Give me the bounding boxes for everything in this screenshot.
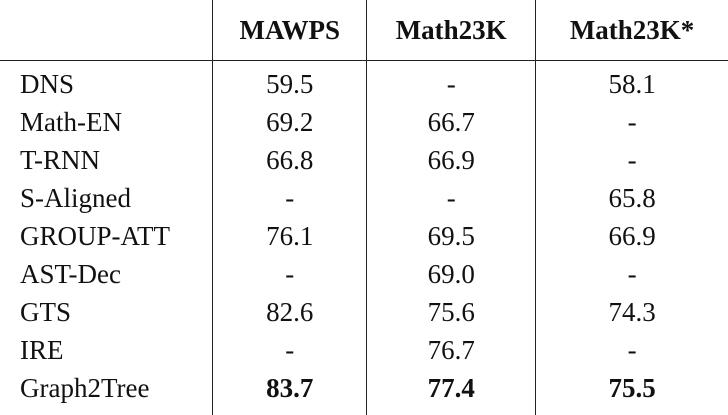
table-row: IRE -76.7- <box>0 331 728 369</box>
score-cell: - <box>366 60 536 103</box>
score-cell: - <box>535 255 728 293</box>
score-cell: 69.0 <box>366 255 536 293</box>
model-name-cell: GTS <box>20 297 72 327</box>
score-cell: - <box>535 331 728 369</box>
score-cell: - <box>212 179 367 217</box>
table-row: T-RNN 66.8 66.9- <box>0 141 728 179</box>
score-cell: 65.8 <box>535 179 728 217</box>
table-row: AST-Dec -69.0- <box>0 255 728 293</box>
score-cell: - <box>366 179 536 217</box>
model-name-cell: GROUP-ATT <box>20 221 171 251</box>
score-cell: - <box>535 103 728 141</box>
score-cell: 75.5 <box>535 369 728 415</box>
score-cell: 58.1 <box>535 60 728 103</box>
score-cell: - <box>212 255 367 293</box>
header-mawps: MAWPS <box>212 0 367 61</box>
model-name-cell: Math-EN <box>20 107 122 137</box>
header-model <box>0 0 213 61</box>
score-cell: 66.9 <box>535 217 728 255</box>
score-cell: 66.9 <box>366 141 536 179</box>
score-cell: - <box>535 141 728 179</box>
header-math23k-star: Math23K* <box>535 0 728 61</box>
score-cell: 77.4 <box>366 369 536 415</box>
score-cell: 82.6 <box>212 293 367 331</box>
score-cell: 75.6 <box>366 293 536 331</box>
score-cell: 74.3 <box>535 293 728 331</box>
score-cell: 69.5 <box>366 217 536 255</box>
model-name-cell: T-RNN <box>20 145 101 175</box>
header-row: MAWPS Math23K Math23K* <box>0 0 728 61</box>
score-cell: 69.2 <box>212 103 367 141</box>
model-name-cell: AST-Dec <box>20 259 121 289</box>
score-cell: 76.7 <box>366 331 536 369</box>
score-cell: 83.7 <box>212 369 367 415</box>
model-name-cell: S-Aligned <box>20 183 131 213</box>
score-cell: 66.8 <box>212 141 367 179</box>
score-cell: 59.5 <box>212 60 367 103</box>
model-name-cell: Graph2Tree <box>20 373 150 403</box>
table-row: DNS 59.5-58.1 <box>0 60 728 103</box>
table-row: GROUP-ATT 76.1 69.5 66.9 <box>0 217 728 255</box>
table-row: Graph2Tree 83.7 77.4 75.5 <box>0 369 728 415</box>
table-row: GTS 82.6 75.6 74.3 <box>0 293 728 331</box>
model-name-cell: DNS <box>20 69 75 99</box>
score-cell: 66.7 <box>366 103 536 141</box>
table-row: S-Aligned - -65.8 <box>0 179 728 217</box>
table-row: Math-EN 69.2 66.7- <box>0 103 728 141</box>
header-math23k: Math23K <box>366 0 536 61</box>
score-cell: - <box>212 331 367 369</box>
model-name-cell: IRE <box>20 335 64 365</box>
score-cell: 76.1 <box>212 217 367 255</box>
